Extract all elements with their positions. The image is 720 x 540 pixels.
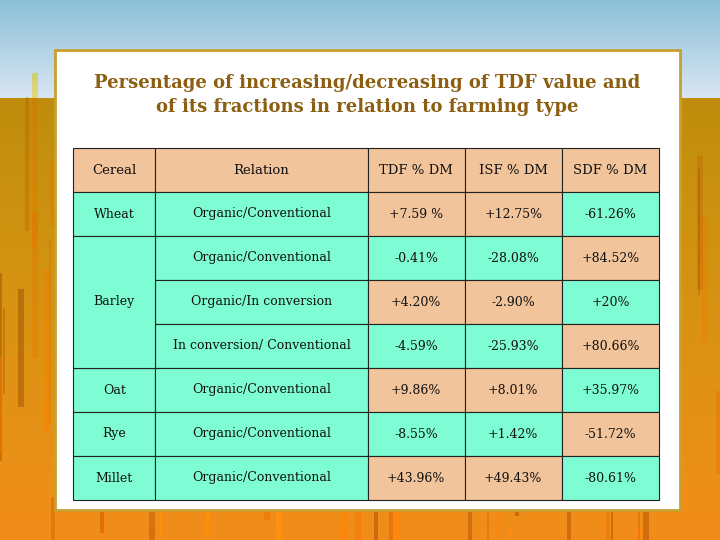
Bar [562, 192, 659, 236]
Bar [73, 368, 156, 412]
Bar [156, 368, 367, 412]
Text: Wheat: Wheat [94, 207, 135, 220]
Bar [464, 148, 562, 192]
Bar [73, 148, 156, 192]
Text: +20%: +20% [591, 295, 630, 308]
Bar [367, 368, 464, 412]
Bar [464, 236, 562, 280]
Text: -4.59%: -4.59% [395, 340, 438, 353]
Text: SDF % DM: SDF % DM [573, 164, 647, 177]
Bar [156, 148, 367, 192]
Text: -61.26%: -61.26% [585, 207, 636, 220]
Text: +7.59 %: +7.59 % [389, 207, 443, 220]
Text: Relation: Relation [233, 164, 289, 177]
Bar [73, 456, 156, 500]
Bar [73, 192, 156, 236]
Bar [562, 412, 659, 456]
Text: Barley: Barley [94, 295, 135, 308]
Text: Rye: Rye [102, 428, 126, 441]
Bar [156, 192, 367, 236]
Text: Organic/Conventional: Organic/Conventional [192, 207, 331, 220]
Text: Organic/Conventional: Organic/Conventional [192, 383, 331, 396]
Text: +84.52%: +84.52% [581, 252, 639, 265]
Bar [367, 280, 464, 324]
Text: +1.42%: +1.42% [488, 428, 539, 441]
Text: -51.72%: -51.72% [585, 428, 636, 441]
Bar [367, 456, 464, 500]
Bar [464, 456, 562, 500]
Bar [367, 412, 464, 456]
Bar [562, 148, 659, 192]
Bar [562, 324, 659, 368]
Bar [55, 50, 680, 510]
Bar [464, 192, 562, 236]
Text: +43.96%: +43.96% [387, 471, 445, 484]
Text: +49.43%: +49.43% [484, 471, 542, 484]
Text: -80.61%: -80.61% [585, 471, 636, 484]
Bar [156, 412, 367, 456]
Bar [367, 192, 464, 236]
Text: Persentage of increasing/decreasing of TDF value and
of its fractions in relatio: Persentage of increasing/decreasing of T… [94, 73, 641, 117]
Text: +12.75%: +12.75% [485, 207, 542, 220]
Bar [156, 324, 367, 368]
Text: -2.90%: -2.90% [492, 295, 535, 308]
Bar [464, 412, 562, 456]
Bar [367, 236, 464, 280]
Bar [367, 324, 464, 368]
Text: Organic/Conventional: Organic/Conventional [192, 471, 331, 484]
Text: In conversion/ Conventional: In conversion/ Conventional [173, 340, 351, 353]
Text: +8.01%: +8.01% [488, 383, 539, 396]
Text: Organic/In conversion: Organic/In conversion [191, 295, 332, 308]
Text: Organic/Conventional: Organic/Conventional [192, 428, 331, 441]
Bar [73, 412, 156, 456]
Text: -8.55%: -8.55% [395, 428, 438, 441]
Text: +4.20%: +4.20% [391, 295, 441, 308]
Bar [562, 456, 659, 500]
Text: +9.86%: +9.86% [391, 383, 441, 396]
Bar [464, 280, 562, 324]
Text: Organic/Conventional: Organic/Conventional [192, 252, 331, 265]
Bar [156, 456, 367, 500]
Bar [156, 280, 367, 324]
Bar [156, 236, 367, 280]
Text: -0.41%: -0.41% [394, 252, 438, 265]
Text: Cereal: Cereal [92, 164, 136, 177]
Bar [73, 236, 156, 368]
Text: -25.93%: -25.93% [487, 340, 539, 353]
Bar [562, 236, 659, 280]
Text: TDF % DM: TDF % DM [379, 164, 453, 177]
Bar [464, 368, 562, 412]
Bar [562, 280, 659, 324]
Text: -28.08%: -28.08% [487, 252, 539, 265]
Text: ISF % DM: ISF % DM [479, 164, 548, 177]
Bar [367, 148, 464, 192]
Text: Millet: Millet [96, 471, 133, 484]
Text: Oat: Oat [103, 383, 126, 396]
Text: +35.97%: +35.97% [582, 383, 639, 396]
Bar [464, 324, 562, 368]
Bar [562, 368, 659, 412]
Text: +80.66%: +80.66% [581, 340, 639, 353]
